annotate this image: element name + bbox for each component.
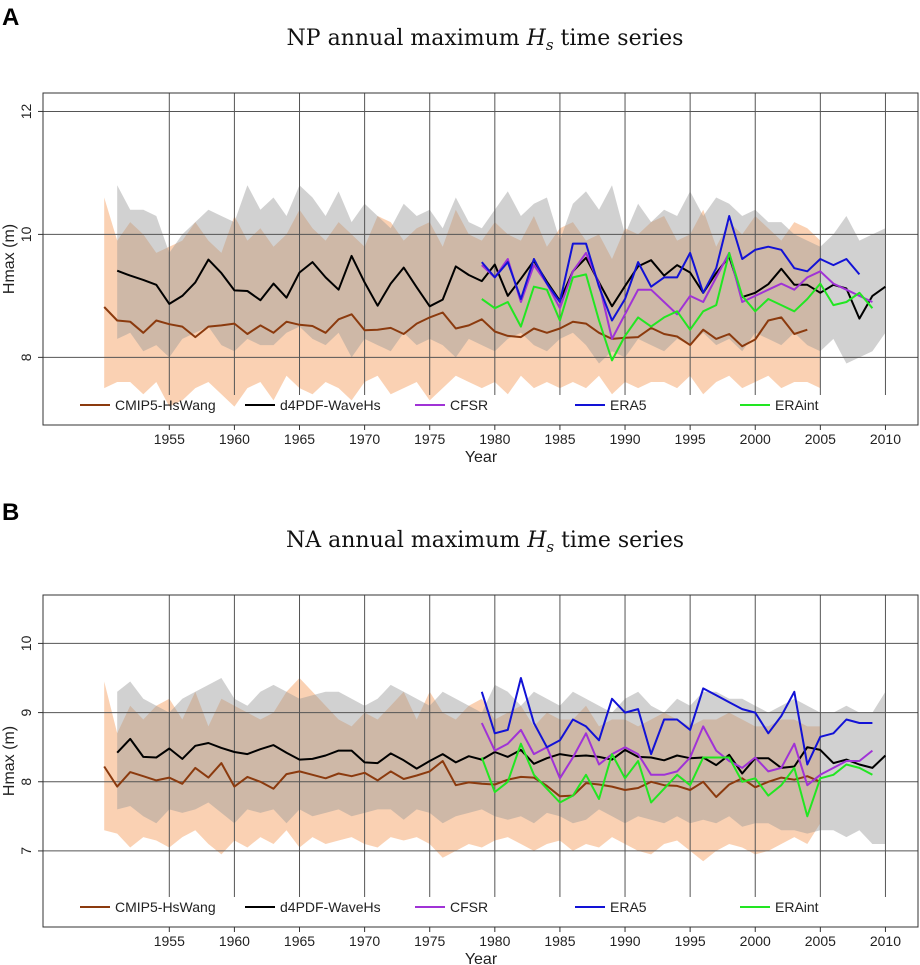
title-subscript: s xyxy=(546,538,554,556)
legend: CMIP5-HsWang d4PDF-WaveHs CFSR ERA5 ERAint xyxy=(80,899,819,915)
panel-letter: B xyxy=(2,499,19,526)
y-axis-label: Hmax (m) xyxy=(1,726,18,796)
x-tick-label: 2010 xyxy=(870,933,901,949)
plot-frame xyxy=(42,92,919,426)
x-tick-label: 1975 xyxy=(414,933,445,949)
x-tick-label: 2000 xyxy=(740,933,771,949)
panel-letter: A xyxy=(2,4,19,31)
title-symbol: H xyxy=(526,26,547,51)
series-line-era5 xyxy=(481,215,861,322)
x-tick-label: 1985 xyxy=(544,933,575,949)
legend-label: CFSR xyxy=(450,899,488,915)
y-tick-label: 9 xyxy=(18,708,34,716)
y-tick-label: 10 xyxy=(18,226,34,242)
x-tick-label: 1985 xyxy=(544,431,575,447)
y-tick-label: 7 xyxy=(18,847,34,855)
plot-frame xyxy=(42,594,919,928)
x-tick-label: 1995 xyxy=(675,431,706,447)
x-tick-label: 1995 xyxy=(675,933,706,949)
cmip5-range-band xyxy=(104,197,821,407)
x-tick-label: 1990 xyxy=(609,933,640,949)
x-tick-label: 1965 xyxy=(284,431,315,447)
chart-title: NA annual maximum Hs time series xyxy=(286,528,684,556)
series-line-d4pdf-wavehs xyxy=(116,254,886,320)
x-tick-label: 1955 xyxy=(154,431,185,447)
x-tick-label: 2010 xyxy=(870,431,901,447)
series-line-cmip5-hswang xyxy=(103,760,821,798)
x-tick-label: 1980 xyxy=(479,431,510,447)
series-line-d4pdf-wavehs xyxy=(116,737,887,775)
series-line-era5 xyxy=(480,677,873,766)
y-tick-label: 12 xyxy=(18,103,34,119)
cmip5-range-band xyxy=(104,678,821,862)
legend-label: ERAint xyxy=(775,397,819,413)
legend-label: CMIP5-HsWang xyxy=(115,899,216,915)
panel-a: A NP annual maximum Hs time series 8 10 12 19… xyxy=(1,4,919,466)
series-line-cmip5-hswang xyxy=(103,306,808,348)
title-prefix: NP annual maximum xyxy=(287,26,527,51)
chart-title: NP annual maximum Hs time series xyxy=(287,26,684,54)
y-axis-label: Hmax (m) xyxy=(1,224,18,294)
x-tick-label: 1965 xyxy=(284,933,315,949)
legend-label: d4PDF-WaveHs xyxy=(280,899,381,915)
title-suffix: time series xyxy=(554,26,684,51)
title-subscript: s xyxy=(546,36,554,54)
x-tick-label: 1975 xyxy=(414,431,445,447)
legend-label: ERAint xyxy=(775,899,819,915)
x-tick-label: 2000 xyxy=(740,431,771,447)
title-prefix: NA annual maximum xyxy=(286,528,527,553)
y-tick-label: 8 xyxy=(18,353,34,361)
y-tick-label: 10 xyxy=(18,635,34,651)
panel-b: B NA annual maximum Hs time series 7 8 9 10 19… xyxy=(1,499,919,965)
x-tick-label: 1990 xyxy=(609,431,640,447)
x-tick-label: 1960 xyxy=(219,933,250,949)
legend-label: ERA5 xyxy=(610,899,647,915)
legend-label: d4PDF-WaveHs xyxy=(280,397,381,413)
title-symbol: H xyxy=(526,528,547,553)
x-tick-label: 1980 xyxy=(479,933,510,949)
series-line-eraint xyxy=(480,742,873,818)
y-tick-label: 8 xyxy=(18,778,34,786)
x-axis-label: Year xyxy=(465,951,498,965)
legend-label: CMIP5-HsWang xyxy=(115,397,216,413)
x-tick-label: 1960 xyxy=(219,431,250,447)
legend: CMIP5-HsWang d4PDF-WaveHs CFSR ERA5 ERAint xyxy=(80,397,819,413)
title-suffix: time series xyxy=(554,528,684,553)
legend-label: ERA5 xyxy=(610,397,647,413)
x-tick-label: 1970 xyxy=(349,431,380,447)
d4pdf-range-band xyxy=(117,185,886,364)
x-tick-label: 1970 xyxy=(349,933,380,949)
x-tick-label: 2005 xyxy=(805,933,836,949)
x-axis-label: Year xyxy=(465,449,498,466)
x-tick-label: 1955 xyxy=(154,933,185,949)
x-tick-label: 2005 xyxy=(805,431,836,447)
legend-label: CFSR xyxy=(450,397,488,413)
series-line-eraint xyxy=(481,251,874,362)
